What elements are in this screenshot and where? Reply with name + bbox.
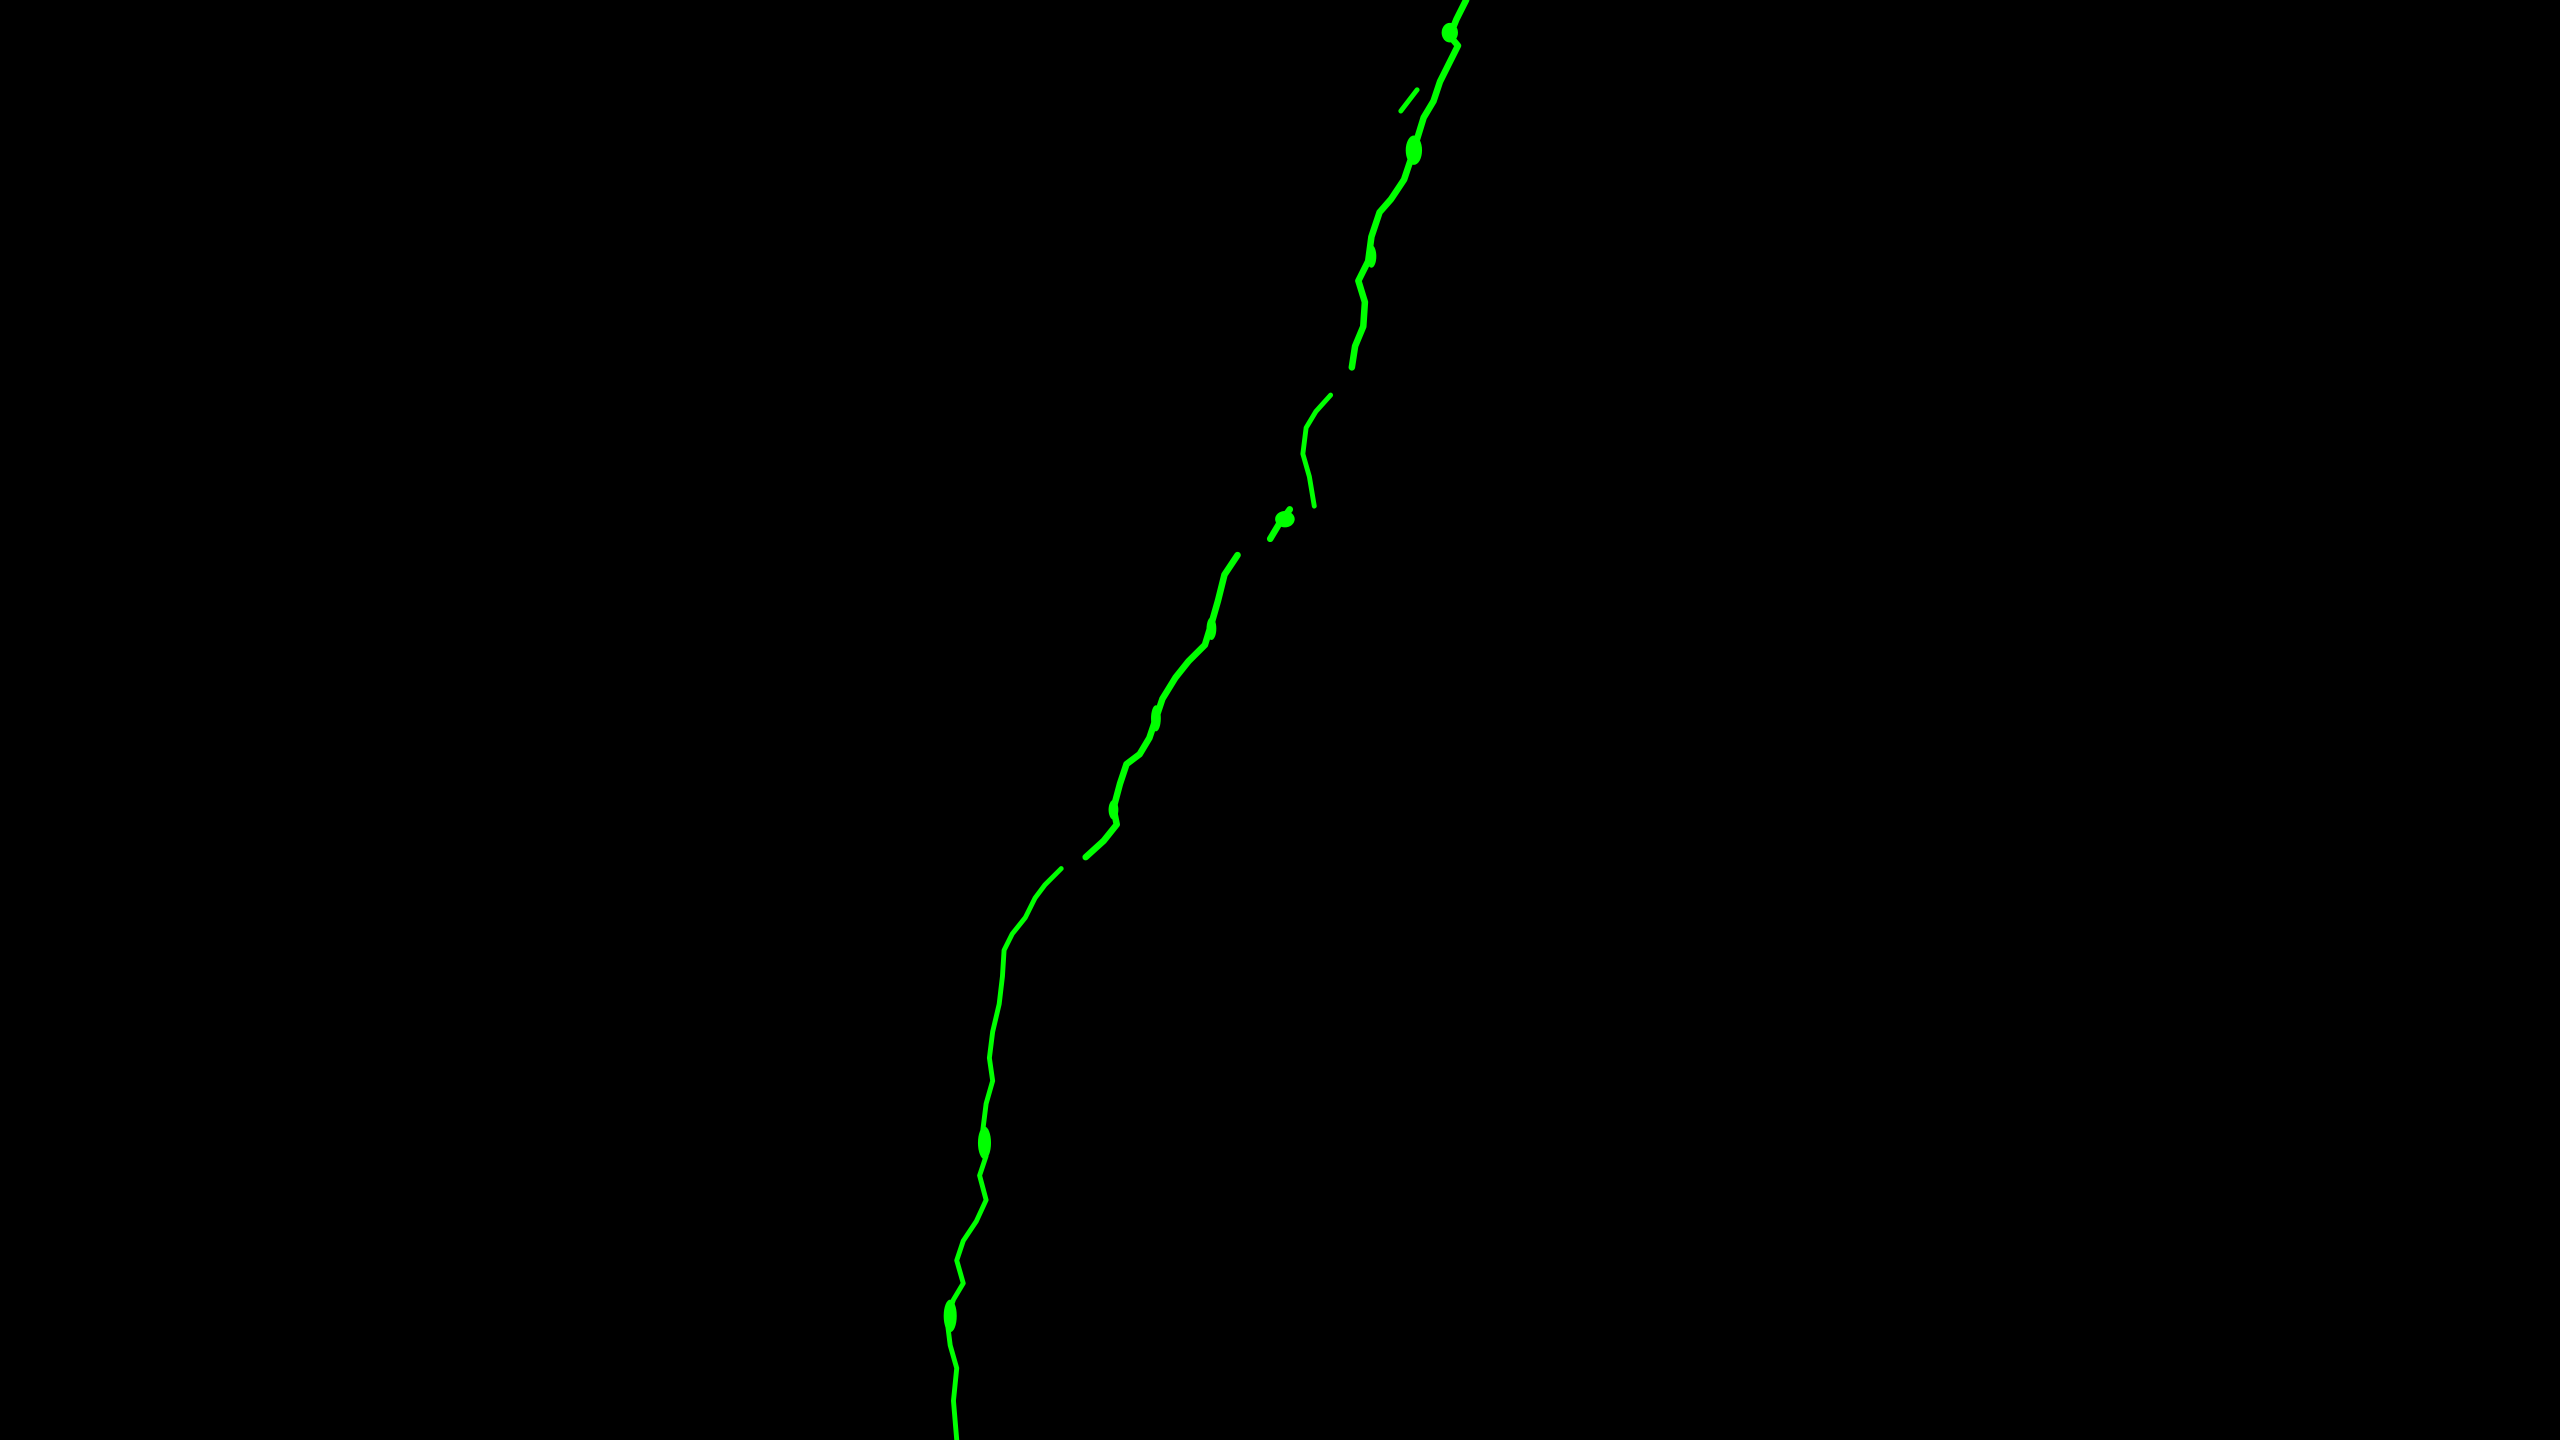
crack-blob <box>943 1299 957 1333</box>
crack-segment <box>1348 0 1470 371</box>
crack-blob <box>1405 135 1423 165</box>
crack-blob <box>977 1126 992 1160</box>
crack-blob <box>1366 244 1377 268</box>
crack-segment <box>1398 87 1420 114</box>
crack-blob <box>1151 705 1161 732</box>
crack-blob <box>1206 617 1217 640</box>
crack-segment <box>1300 392 1334 509</box>
crack-blob <box>1108 800 1119 820</box>
crack <box>943 0 1470 1440</box>
crack-blob <box>1275 511 1295 528</box>
crack-blob <box>1441 22 1458 43</box>
